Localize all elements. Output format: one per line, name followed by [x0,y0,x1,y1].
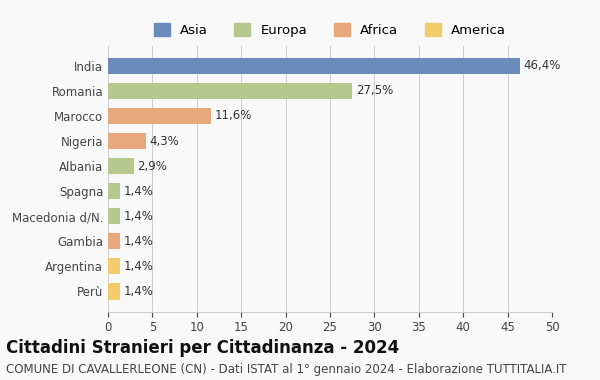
Bar [108,258,121,274]
Text: 46,4%: 46,4% [524,59,561,72]
Bar [108,283,121,299]
Text: 1,4%: 1,4% [124,235,154,248]
Bar [108,58,520,74]
Text: Cittadini Stranieri per Cittadinanza - 2024: Cittadini Stranieri per Cittadinanza - 2… [6,339,399,357]
Text: 1,4%: 1,4% [124,210,154,223]
Bar [108,183,121,199]
Text: 4,3%: 4,3% [150,135,179,147]
Text: COMUNE DI CAVALLERLEONE (CN) - Dati ISTAT al 1° gennaio 2024 - Elaborazione TUTT: COMUNE DI CAVALLERLEONE (CN) - Dati ISTA… [6,363,566,376]
Bar [108,208,121,224]
Bar [108,158,134,174]
Text: 11,6%: 11,6% [215,109,252,122]
Bar [108,108,211,124]
Text: 27,5%: 27,5% [356,84,393,97]
Bar [108,233,121,249]
Text: 2,9%: 2,9% [137,160,167,173]
Text: 1,4%: 1,4% [124,185,154,198]
Bar [108,83,352,99]
Text: 1,4%: 1,4% [124,260,154,273]
Legend: Asia, Europa, Africa, America: Asia, Europa, Africa, America [148,17,512,43]
Text: 1,4%: 1,4% [124,285,154,298]
Bar [108,133,146,149]
